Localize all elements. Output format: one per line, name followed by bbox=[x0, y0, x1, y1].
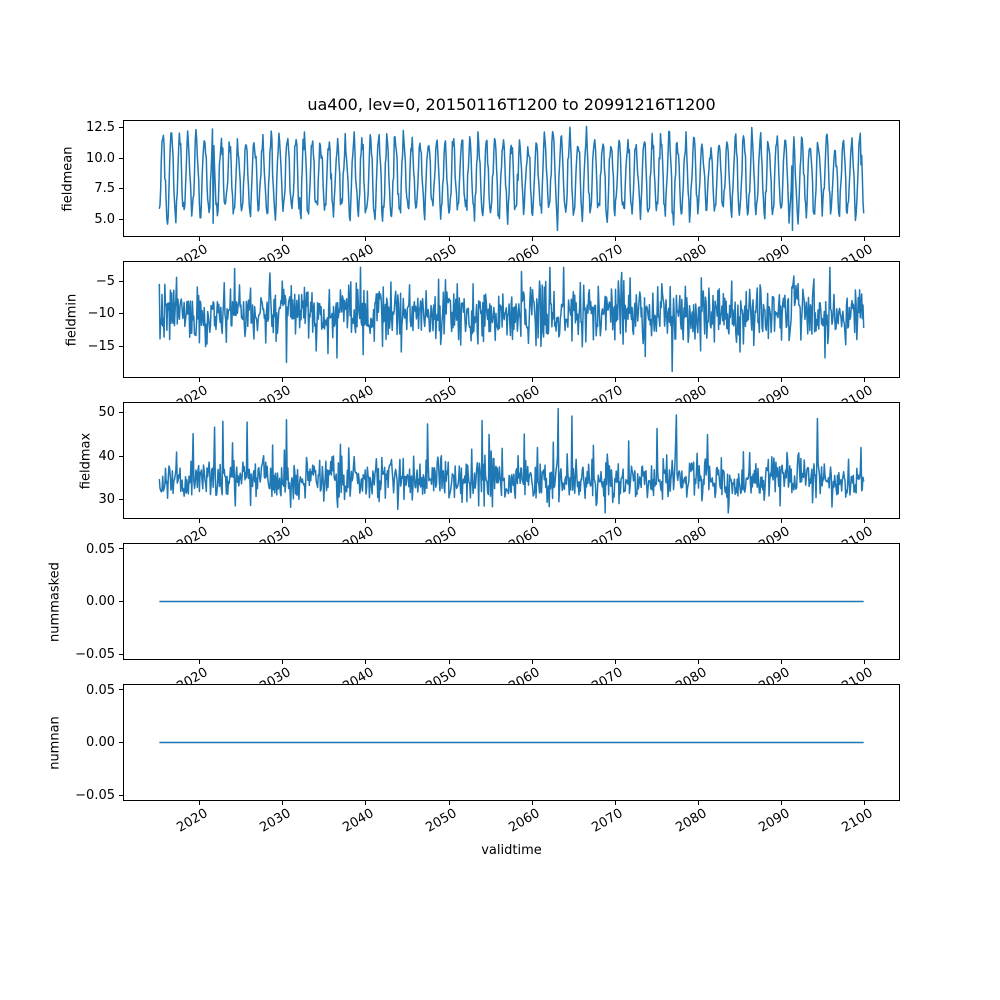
subplot-fieldmin: fieldmin −15 −10 −5 2020 2030 2040 2050 2060 2070… bbox=[0, 261, 1000, 413]
x-tick-mark bbox=[282, 801, 284, 805]
y-tick-label: 10.0 bbox=[86, 150, 115, 166]
x-tick-mark bbox=[448, 378, 450, 382]
x-tick-mark bbox=[531, 237, 533, 241]
y-tick-mark bbox=[119, 653, 123, 655]
subplot-fieldmean: fieldmean 5.0 7.5 10.0 12.5 2020 2030 2040 2050 2… bbox=[0, 120, 1000, 272]
fieldmean-plot-area bbox=[158, 125, 865, 232]
axes-frame-fieldmin bbox=[123, 261, 900, 378]
y-tick-mark bbox=[119, 218, 123, 220]
axes-frame-nummasked bbox=[123, 543, 900, 660]
x-tick-mark bbox=[864, 378, 866, 382]
y-tick-mark bbox=[119, 601, 123, 602]
x-tick-mark bbox=[864, 801, 866, 805]
x-tick-mark bbox=[199, 660, 201, 664]
x-tick-mark bbox=[282, 378, 284, 382]
y-tick-label: −5 bbox=[95, 273, 115, 289]
y-tick-label: 0.05 bbox=[86, 541, 115, 557]
x-tick-mark bbox=[781, 237, 783, 241]
y-tick-label: 7.5 bbox=[94, 181, 115, 197]
x-tick-mark bbox=[531, 519, 533, 523]
x-tick-mark bbox=[531, 378, 533, 382]
y-tick-mark bbox=[119, 346, 123, 348]
y-tick-mark bbox=[119, 188, 123, 190]
x-tick-mark bbox=[282, 660, 284, 664]
x-tick-mark bbox=[864, 237, 866, 241]
x-tick-mark bbox=[199, 801, 201, 805]
x-tick-mark bbox=[448, 801, 450, 805]
x-tick-mark bbox=[365, 801, 367, 805]
x-tick-mark bbox=[781, 801, 783, 805]
y-tick-label: −0.05 bbox=[75, 646, 115, 662]
x-tick-mark bbox=[864, 519, 866, 523]
x-tick-mark bbox=[365, 519, 367, 523]
y-tick-mark bbox=[119, 157, 123, 159]
y-tick-label: 0.00 bbox=[86, 594, 115, 609]
x-tick-mark bbox=[614, 801, 616, 805]
x-tick-mark bbox=[781, 660, 783, 664]
y-tick-label: 50 bbox=[98, 405, 115, 421]
y-tick-label: 30 bbox=[98, 492, 115, 508]
y-tick-mark bbox=[119, 499, 123, 501]
y-tick-mark bbox=[119, 412, 123, 414]
x-tick-mark bbox=[698, 378, 700, 382]
x-tick-mark bbox=[365, 660, 367, 664]
x-tick-mark bbox=[199, 519, 201, 523]
x-tick-mark bbox=[698, 801, 700, 805]
x-tick-mark bbox=[781, 378, 783, 382]
fieldmin-plot-area bbox=[158, 266, 865, 373]
x-tick-mark bbox=[698, 519, 700, 523]
x-tick-mark bbox=[365, 378, 367, 382]
y-tick-mark bbox=[119, 689, 123, 691]
y-tick-label: −15 bbox=[87, 339, 115, 355]
x-tick-mark bbox=[531, 660, 533, 664]
x-tick-mark bbox=[448, 660, 450, 664]
y-tick-label: 0.00 bbox=[86, 735, 115, 750]
x-tick-mark bbox=[365, 237, 367, 241]
axes-frame-numnan bbox=[123, 684, 900, 801]
fieldmean-line bbox=[158, 125, 865, 232]
x-axis-label: validtime bbox=[481, 843, 542, 858]
y-tick-label: 12.5 bbox=[86, 120, 115, 136]
x-tick-mark bbox=[282, 519, 284, 523]
y-tick-mark bbox=[119, 548, 123, 550]
subplot-fieldmax: fieldmax 30 40 50 2020 2030 2040 2050 2060 2070 20… bbox=[0, 402, 1000, 554]
fieldmin-line bbox=[158, 266, 865, 373]
fieldmax-line bbox=[158, 407, 865, 514]
axes-frame-fieldmean bbox=[123, 120, 900, 237]
subplot-nummasked: nummasked −0.05 0.00 0.05 2020 2030 2040 2050 20… bbox=[0, 541, 1000, 695]
fieldmax-plot-area bbox=[158, 407, 865, 514]
y-tick-mark bbox=[119, 313, 123, 315]
numnan-plot-area bbox=[159, 741, 864, 744]
x-tick-mark bbox=[282, 237, 284, 241]
figure-title: ua400, lev=0, 20150116T1200 to 20991216T… bbox=[307, 95, 716, 114]
x-tick-mark bbox=[614, 237, 616, 241]
x-tick-mark bbox=[199, 378, 201, 382]
y-tick-label: 5.0 bbox=[94, 211, 115, 227]
x-tick-mark bbox=[448, 519, 450, 523]
y-tick-label: −0.05 bbox=[75, 787, 115, 803]
y-tick-label: −10 bbox=[87, 306, 115, 322]
x-tick-mark bbox=[781, 519, 783, 523]
x-tick-mark bbox=[614, 660, 616, 664]
y-tick-label: 40 bbox=[98, 448, 115, 464]
x-tick-mark bbox=[864, 660, 866, 664]
x-tick-mark bbox=[614, 378, 616, 382]
y-tick-mark bbox=[119, 127, 123, 129]
y-tick-mark bbox=[119, 455, 123, 457]
y-tick-mark bbox=[119, 280, 123, 282]
nummasked-plot-area bbox=[159, 600, 864, 603]
x-tick-mark bbox=[199, 237, 201, 241]
x-tick-mark bbox=[698, 237, 700, 241]
x-tick-mark bbox=[448, 237, 450, 241]
subplot-numnan: numnan −0.05 0.00 0.05 2020 2030 2040 2050 2060 2… bbox=[0, 682, 1000, 836]
y-tick-mark bbox=[119, 742, 123, 743]
x-tick-mark bbox=[614, 519, 616, 523]
axes-frame-fieldmax bbox=[123, 402, 900, 519]
x-tick-mark bbox=[531, 801, 533, 805]
x-tick-mark bbox=[698, 660, 700, 664]
y-tick-label: 0.05 bbox=[86, 682, 115, 698]
y-tick-mark bbox=[119, 794, 123, 796]
